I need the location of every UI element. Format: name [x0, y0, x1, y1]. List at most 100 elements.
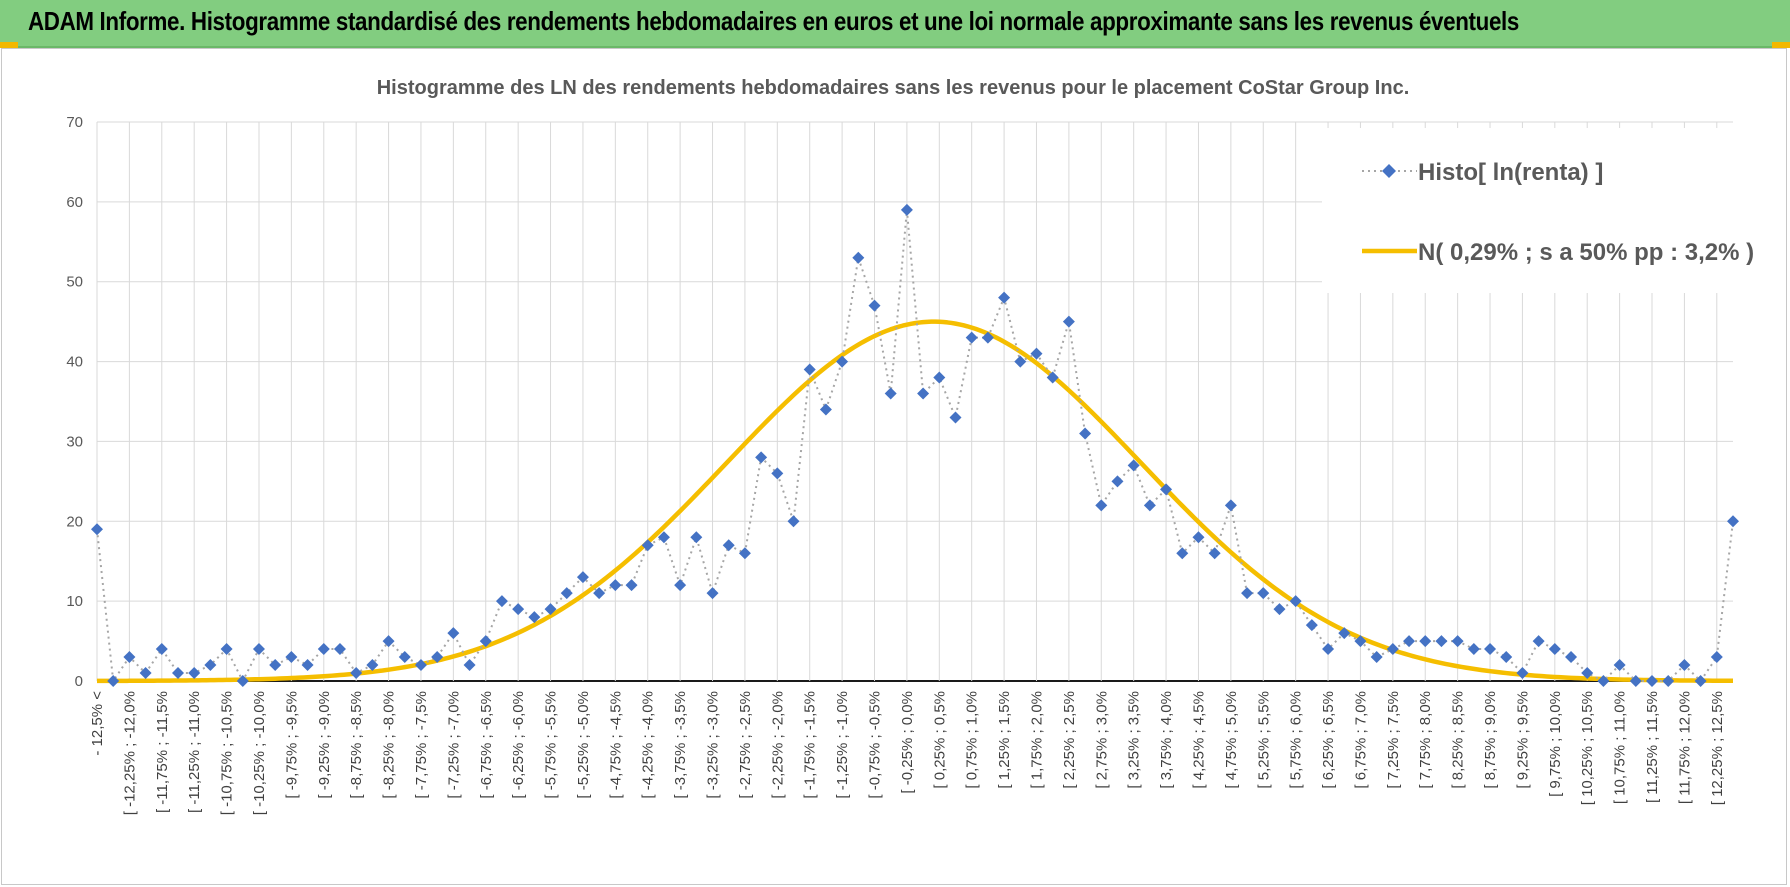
histogram-point	[1176, 547, 1189, 560]
x-tick-label: [ 10,75% ; 11,0%	[1612, 691, 1629, 804]
histogram-point	[1419, 635, 1432, 648]
histogram-point	[139, 667, 152, 680]
histogram-point	[1354, 635, 1367, 648]
histogram-point	[252, 643, 265, 656]
histogram-point	[593, 587, 606, 600]
histogram-point	[463, 659, 476, 672]
histogram-point	[965, 331, 978, 344]
histogram-point	[447, 627, 460, 640]
histogram-point	[609, 579, 622, 592]
x-tick-label: [ 7,75% ; 8,0%	[1417, 691, 1434, 789]
report-banner: ADAM Informe. Histogramme standardisé de…	[0, 0, 1790, 48]
histogram-point	[1143, 499, 1156, 512]
x-tick-label: [ -0,25% ; 0,0%	[899, 691, 916, 794]
y-tick-label: 40	[66, 354, 83, 371]
histogram-point	[738, 547, 751, 560]
histogram-point	[188, 667, 201, 680]
histogram-point	[1629, 675, 1642, 687]
histogram-point	[1597, 675, 1610, 687]
histogram-point	[755, 451, 768, 464]
legend-histo-marker	[1382, 164, 1396, 178]
y-axis-ticks: 0 10 20 30 40 50 60 70	[66, 114, 83, 690]
histogram-point	[317, 643, 330, 656]
histogram-point	[900, 203, 913, 216]
x-axis-ticks: - 12,5% < [ -12,25% ; -12,0% [ -11,75% ; -…	[89, 691, 1726, 815]
histogram-point	[1030, 347, 1043, 360]
histogram-point	[91, 523, 103, 536]
histogram-point	[1727, 515, 1739, 528]
histogram-point	[917, 387, 930, 400]
x-tick-label: [ 8,25% ; 8,5%	[1450, 691, 1467, 789]
histogram-point	[674, 579, 687, 592]
y-tick-label: 60	[66, 194, 83, 211]
histogram-point	[1694, 675, 1707, 687]
y-tick-label: 70	[66, 114, 83, 131]
histogram-point	[868, 299, 881, 312]
legend-histo-label: Histo[ ln(renta) ]	[1418, 159, 1603, 186]
histogram-point	[414, 659, 427, 672]
histogram-point	[1435, 635, 1448, 648]
histogram-point	[771, 467, 784, 480]
x-tick-label: [ -6,25% ; -6,0%	[510, 691, 527, 799]
histogram-point	[657, 531, 670, 544]
histogram-point	[706, 587, 719, 600]
histogram-point	[1516, 667, 1529, 680]
x-tick-label: [ -10,25% ; -10,0%	[251, 691, 268, 815]
histogram-point	[1565, 651, 1578, 664]
x-tick-label: [ -2,25% ; -2,0%	[769, 691, 786, 799]
histogram-point	[1662, 675, 1675, 687]
x-tick-label: [ 8,75% ; 9,0%	[1482, 691, 1499, 789]
histogram-point	[479, 635, 492, 648]
x-tick-label: [ 5,75% ; 6,0%	[1288, 691, 1305, 789]
histogram-point	[1403, 635, 1416, 648]
histogram-point	[1160, 483, 1173, 496]
histogram-point	[1046, 371, 1059, 384]
histogram-point	[1208, 547, 1221, 560]
x-tick-label: [ 9,25% ; 9,5%	[1514, 691, 1531, 789]
histogram-point	[269, 659, 282, 672]
histogram-point	[1338, 627, 1351, 640]
histogram-point	[1484, 643, 1497, 656]
histogram-point	[171, 667, 184, 680]
x-tick-label: [ -8,75% ; -8,5%	[348, 691, 365, 799]
histogram-point	[495, 595, 508, 608]
histogram-point	[641, 539, 654, 552]
histogram-point	[285, 651, 298, 664]
x-tick-label: [ 6,75% ; 7,0%	[1352, 691, 1369, 789]
histogram-point	[155, 643, 168, 656]
histogram-point	[625, 579, 638, 592]
x-tick-label: [ -5,75% ; -5,5%	[543, 691, 560, 799]
histogram-point	[1467, 643, 1480, 656]
histogram-point	[576, 571, 589, 584]
x-tick-label: [ 3,75% ; 4,0%	[1158, 691, 1175, 789]
histogram-point	[1257, 587, 1270, 600]
histogram-point	[350, 667, 363, 680]
histogram-point	[301, 659, 314, 672]
x-tick-label: - 12,5% <	[89, 691, 106, 756]
banner-title: ADAM Informe. Histogramme standardisé de…	[28, 6, 1520, 36]
histogram-point	[836, 355, 849, 368]
histogram-point	[1289, 595, 1302, 608]
x-tick-label: [ 4,75% ; 5,0%	[1223, 691, 1240, 789]
x-tick-label: [ 11,75% ; 12,0%	[1676, 691, 1693, 804]
y-tick-label: 0	[75, 673, 83, 690]
x-tick-label: [ 12,25% ; 12,5%	[1709, 691, 1726, 805]
legend-background	[1322, 128, 1762, 293]
histogram-point	[1370, 651, 1383, 664]
x-tick-label: [ 4,25% ; 4,5%	[1190, 691, 1207, 789]
histogram-point	[1095, 499, 1108, 512]
histogram-point	[1273, 603, 1286, 616]
histogram-point	[107, 675, 120, 687]
x-tick-label: [ -9,25% ; -9,0%	[316, 691, 333, 799]
histogram-point	[1451, 635, 1464, 648]
histogram-point	[1111, 475, 1124, 488]
histogram-point	[981, 331, 994, 344]
histogram-point	[204, 659, 217, 672]
histogram-point	[949, 411, 962, 424]
banner-accent-left	[0, 42, 18, 48]
histogram-series-points	[91, 203, 1739, 687]
histogram-point	[1062, 315, 1075, 328]
x-tick-label: [ -1,25% ; -1,0%	[834, 691, 851, 799]
histogram-point	[852, 251, 865, 264]
